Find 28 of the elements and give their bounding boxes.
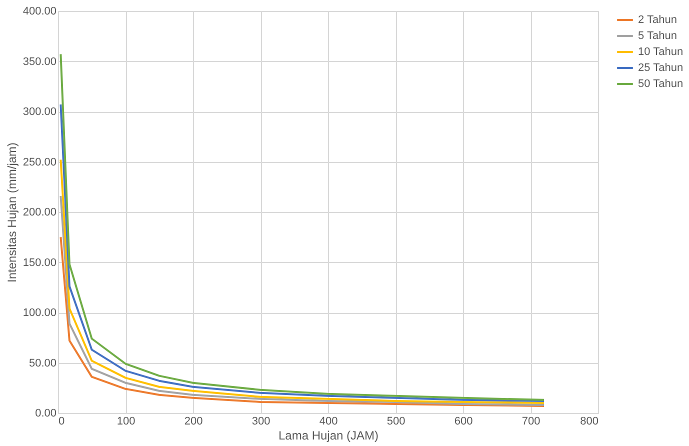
x-axis-title: Lama Hujan (JAM) bbox=[278, 428, 379, 442]
y-tick-label: 350.00 bbox=[22, 56, 56, 68]
legend-label: 2 Tahun bbox=[638, 14, 677, 26]
y-axis-title: Intensitas Hujan (mm/jam) bbox=[4, 142, 19, 283]
x-tick-label: 800 bbox=[580, 416, 598, 428]
x-tick-label: 500 bbox=[386, 416, 406, 428]
x-tick-label: 100 bbox=[116, 416, 136, 428]
x-tick-label: 600 bbox=[454, 416, 473, 428]
y-tick-label: 150.00 bbox=[22, 256, 56, 269]
y-tick-label: 200.00 bbox=[22, 206, 56, 218]
y-tick-label: 100.00 bbox=[22, 307, 56, 319]
x-tick-label: 200 bbox=[184, 416, 203, 428]
line-series bbox=[60, 158, 545, 404]
legend-label: 50 Tahun bbox=[638, 78, 684, 90]
line-series bbox=[60, 194, 545, 406]
y-tick-label: 0.00 bbox=[35, 408, 56, 420]
y-tick-label: 400.00 bbox=[22, 6, 56, 18]
legend-label: 25 Tahun bbox=[638, 62, 684, 74]
x-tick-label: 0 bbox=[58, 416, 65, 428]
line-series bbox=[60, 236, 545, 407]
y-tick-label: 300.00 bbox=[22, 106, 56, 118]
legend-label: 10 Tahun bbox=[638, 46, 684, 58]
legend-label: 5 Tahun bbox=[638, 30, 677, 42]
y-tick-label: 250.00 bbox=[22, 156, 56, 168]
x-tick-label: 400 bbox=[319, 416, 338, 428]
x-tick-label: 300 bbox=[252, 416, 270, 428]
y-tick-label: 50.00 bbox=[28, 357, 56, 370]
x-tick-label: 700 bbox=[522, 416, 540, 428]
